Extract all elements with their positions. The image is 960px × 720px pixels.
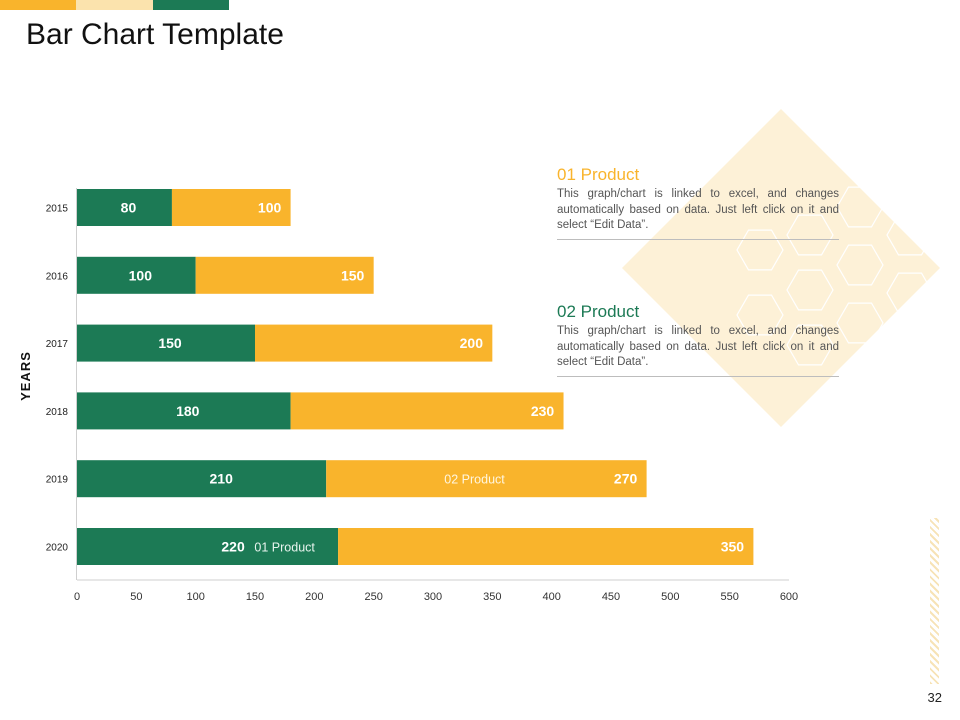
legend-product-1-description: This graph/chart is linked to excel, and… xyxy=(557,188,839,231)
x-tick-label: 500 xyxy=(661,591,679,603)
x-tick-label: 200 xyxy=(305,591,323,603)
hexagon-shape xyxy=(786,214,834,256)
bar-product-1 xyxy=(77,324,255,362)
hexagon-shape xyxy=(736,294,784,336)
bar-product-1 xyxy=(77,460,327,498)
data-label-product-2: 230 xyxy=(531,403,555,419)
page-number: 32 xyxy=(927,690,942,705)
decorative-hatch-strip xyxy=(930,518,939,684)
hexagon-shape xyxy=(886,272,934,314)
bar-product-1 xyxy=(77,256,196,294)
hexagon-shape xyxy=(786,324,834,366)
accent-segment-orange xyxy=(0,0,76,10)
legend-divider xyxy=(557,375,839,377)
data-label-product-1: 210 xyxy=(210,471,234,487)
legend-product-2-title: 02 Product xyxy=(557,302,640,321)
slide-title: Bar Chart Template xyxy=(26,18,284,51)
y-tick-label: 2015 xyxy=(46,204,69,215)
data-label-product-2: 200 xyxy=(460,335,484,351)
data-label-product-1: 220 xyxy=(221,539,245,555)
x-tick-label: 150 xyxy=(246,591,264,603)
decorative-diamond xyxy=(622,109,940,427)
y-tick-label: 2020 xyxy=(46,543,69,554)
data-label-product-2: 100 xyxy=(258,200,282,216)
x-tick-label: 250 xyxy=(364,591,382,603)
bar-product-1 xyxy=(77,392,291,430)
legend-divider xyxy=(557,238,839,240)
x-tick-label: 350 xyxy=(483,591,501,603)
x-tick-label: 550 xyxy=(720,591,738,603)
x-tick-label: 50 xyxy=(130,591,142,603)
data-label-product-2: 150 xyxy=(341,267,365,283)
hexagon-shape xyxy=(836,244,884,286)
x-tick-label: 400 xyxy=(542,591,560,603)
y-tick-label: 2017 xyxy=(46,339,69,350)
bar-product-2 xyxy=(195,256,374,294)
data-label-product-2: 270 xyxy=(614,471,638,487)
bar-product-2 xyxy=(326,460,647,498)
data-label-product-1: 180 xyxy=(176,403,200,419)
accent-segment-green xyxy=(153,0,229,10)
y-tick-label: 2018 xyxy=(46,407,69,418)
data-label-product-1: 150 xyxy=(158,335,182,351)
inline-series-label: 02 Product xyxy=(444,473,505,487)
legend-product-1-title: 01 Product xyxy=(557,165,640,184)
y-tick-label: 2019 xyxy=(46,475,69,486)
bar-product-2 xyxy=(338,528,754,565)
bar-product-2 xyxy=(171,189,291,226)
y-tick-label: 2016 xyxy=(46,271,69,282)
data-label-product-2: 350 xyxy=(721,539,745,555)
hexagon-pattern xyxy=(736,186,934,371)
bar-product-2 xyxy=(255,324,493,362)
x-tick-label: 100 xyxy=(186,591,204,603)
accent-segment-light-orange xyxy=(76,0,153,10)
x-tick-label: 600 xyxy=(780,591,798,603)
bar-product-2 xyxy=(290,392,564,430)
x-tick-label: 450 xyxy=(602,591,620,603)
hexagon-shape xyxy=(786,269,834,311)
hexagon-shape xyxy=(836,302,884,344)
legend-product-2-description: This graph/chart is linked to excel, and… xyxy=(557,325,839,368)
hexagon-shape xyxy=(886,214,934,256)
legend-product-2: 02 Product This graph/chart is linked to… xyxy=(557,302,839,377)
inline-series-label: 01 Product xyxy=(254,541,315,555)
hexagon-shape xyxy=(886,329,934,371)
x-tick-label: 300 xyxy=(424,591,442,603)
legend-product-1: 01 Product This graph/chart is linked to… xyxy=(557,165,839,240)
data-label-product-1: 80 xyxy=(121,200,137,216)
data-label-product-1: 100 xyxy=(129,267,153,283)
bar-product-1 xyxy=(77,528,339,565)
hexagon-shape xyxy=(736,229,784,271)
bar-product-1 xyxy=(77,189,172,226)
hexagon-shape xyxy=(836,186,884,228)
x-tick-label: 0 xyxy=(74,591,80,603)
y-axis-title: YEARS xyxy=(18,351,33,401)
